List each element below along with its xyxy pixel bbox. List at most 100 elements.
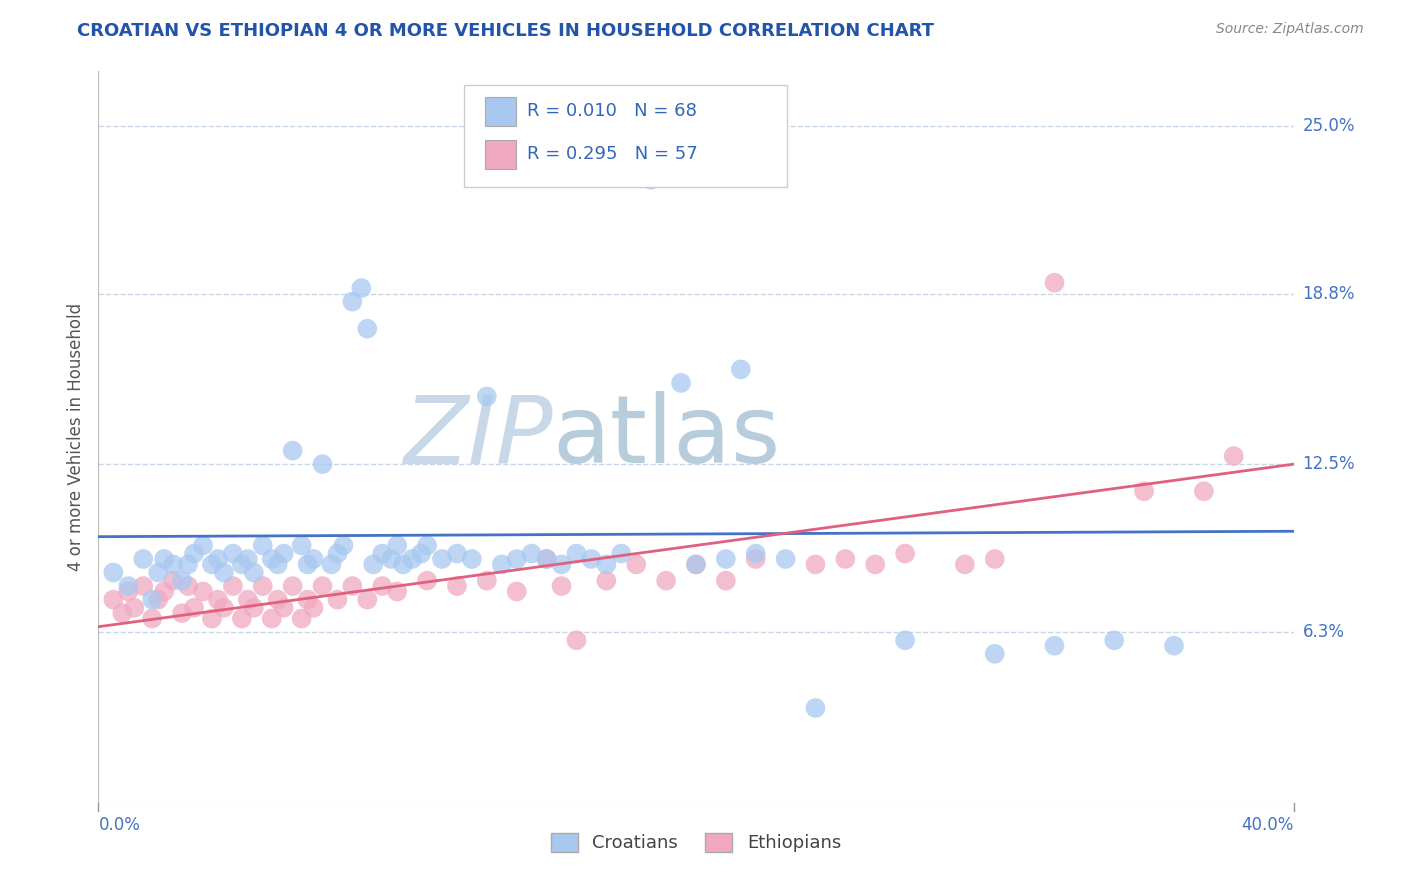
Point xyxy=(536,552,558,566)
Point xyxy=(212,566,235,580)
Point xyxy=(201,558,224,572)
Point xyxy=(581,552,603,566)
Point xyxy=(685,558,707,572)
Point xyxy=(371,579,394,593)
Point xyxy=(342,294,364,309)
Point xyxy=(141,592,163,607)
Point xyxy=(356,592,378,607)
Point xyxy=(894,547,917,561)
Point xyxy=(385,538,409,552)
Point xyxy=(201,611,224,625)
Point xyxy=(685,558,707,572)
Point xyxy=(231,558,253,572)
Point xyxy=(669,376,692,390)
Point xyxy=(222,547,245,561)
Point xyxy=(416,538,439,552)
Point xyxy=(141,611,163,625)
Point xyxy=(506,584,529,599)
Point xyxy=(111,606,134,620)
Point xyxy=(207,552,229,566)
Point xyxy=(1043,276,1066,290)
Point xyxy=(153,584,176,599)
Text: 18.8%: 18.8% xyxy=(1302,285,1355,302)
Text: 25.0%: 25.0% xyxy=(1302,117,1355,135)
Point xyxy=(356,322,378,336)
Point xyxy=(953,558,976,572)
Point xyxy=(132,579,155,593)
Point xyxy=(1104,633,1126,648)
Point xyxy=(281,579,304,593)
Point xyxy=(117,579,139,593)
Point xyxy=(183,600,205,615)
Text: R = 0.010   N = 68: R = 0.010 N = 68 xyxy=(527,103,697,120)
Point xyxy=(775,552,797,566)
Point xyxy=(520,547,543,561)
Point xyxy=(446,579,468,593)
Point xyxy=(252,538,274,552)
Point xyxy=(148,566,170,580)
Point xyxy=(260,611,283,625)
Point xyxy=(291,611,314,625)
Point xyxy=(984,647,1007,661)
Point xyxy=(475,389,498,403)
Point xyxy=(1043,639,1066,653)
Point xyxy=(565,547,588,561)
Point xyxy=(461,552,484,566)
Point xyxy=(311,579,333,593)
Point xyxy=(350,281,373,295)
Point xyxy=(834,552,856,566)
Point xyxy=(506,552,529,566)
Point xyxy=(392,558,415,572)
Point xyxy=(281,443,304,458)
Point xyxy=(550,558,572,572)
Point xyxy=(132,552,155,566)
Point xyxy=(207,592,229,607)
Point xyxy=(714,574,737,588)
Point xyxy=(1133,484,1156,499)
Point xyxy=(595,558,617,572)
Point xyxy=(236,552,259,566)
Point xyxy=(411,547,433,561)
Point xyxy=(172,574,194,588)
Point xyxy=(191,584,214,599)
Text: CROATIAN VS ETHIOPIAN 4 OR MORE VEHICLES IN HOUSEHOLD CORRELATION CHART: CROATIAN VS ETHIOPIAN 4 OR MORE VEHICLES… xyxy=(77,22,935,40)
Point xyxy=(297,558,319,572)
Point xyxy=(291,538,314,552)
Point xyxy=(311,457,333,471)
Text: Source: ZipAtlas.com: Source: ZipAtlas.com xyxy=(1216,22,1364,37)
Point xyxy=(124,600,146,615)
Point xyxy=(714,552,737,566)
Point xyxy=(332,538,354,552)
Text: R = 0.295   N = 57: R = 0.295 N = 57 xyxy=(527,145,697,163)
Point xyxy=(297,592,319,607)
Point xyxy=(302,552,325,566)
Point xyxy=(745,552,768,566)
Point xyxy=(326,592,349,607)
Point xyxy=(302,600,325,615)
Point xyxy=(243,566,266,580)
Point xyxy=(231,611,253,625)
Point xyxy=(260,552,283,566)
Text: 0.0%: 0.0% xyxy=(98,816,141,834)
Point xyxy=(430,552,453,566)
Point xyxy=(565,633,588,648)
Text: 40.0%: 40.0% xyxy=(1241,816,1294,834)
Point xyxy=(222,579,245,593)
Point xyxy=(267,558,290,572)
Point xyxy=(804,701,827,715)
Point xyxy=(1223,449,1246,463)
Point xyxy=(321,558,343,572)
Text: 12.5%: 12.5% xyxy=(1302,455,1355,473)
Point xyxy=(984,552,1007,566)
Point xyxy=(243,600,266,615)
Point xyxy=(342,579,364,593)
Point xyxy=(385,584,409,599)
Point xyxy=(416,574,439,588)
Point xyxy=(865,558,887,572)
Point xyxy=(536,552,558,566)
Point xyxy=(273,600,295,615)
Point xyxy=(177,579,200,593)
Point xyxy=(894,633,917,648)
Point xyxy=(446,547,468,561)
Point xyxy=(371,547,394,561)
